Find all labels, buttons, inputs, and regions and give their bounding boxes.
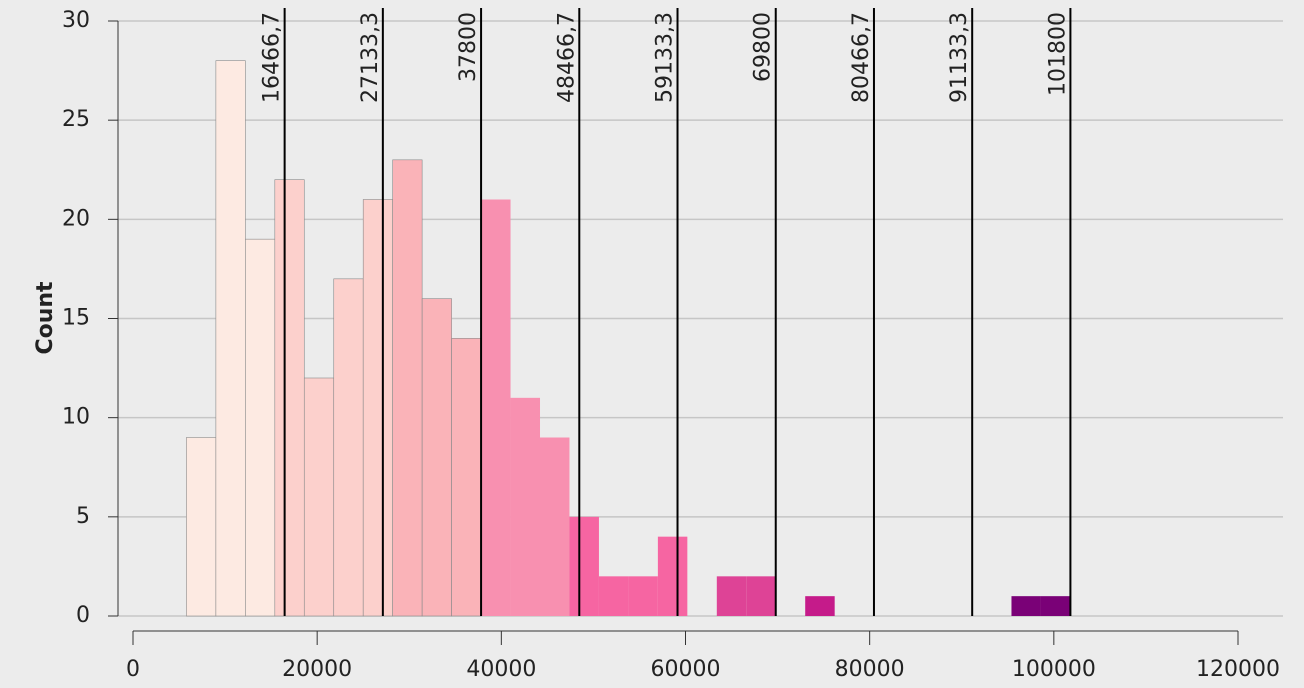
bar [1040, 596, 1071, 616]
bar [569, 516, 599, 616]
bar [333, 278, 364, 617]
bar [540, 437, 570, 616]
bar [245, 238, 276, 617]
bar [805, 596, 835, 616]
threshold-label: 48466,7 [554, 12, 579, 103]
y-tick-label: 20 [62, 206, 90, 231]
bar [274, 179, 305, 617]
threshold-label: 37800 [456, 12, 481, 82]
y-tick-label: 15 [62, 306, 90, 331]
x-tick-label: 0 [126, 657, 140, 682]
bar [716, 576, 747, 616]
y-axis-label: Count [33, 281, 58, 355]
bar [1011, 596, 1041, 616]
x-tick-label: 40000 [466, 657, 536, 682]
y-tick-label: 25 [62, 107, 90, 132]
bar [628, 576, 658, 616]
threshold-label: 101800 [1045, 12, 1070, 96]
threshold-label: 59133,3 [653, 12, 678, 103]
threshold-label: 80466,7 [849, 12, 874, 103]
bar [451, 338, 482, 617]
threshold-label: 91133,3 [947, 12, 972, 103]
y-tick-label: 10 [62, 405, 90, 430]
y-tick-label: 0 [76, 603, 90, 628]
x-tick-label: 20000 [282, 657, 352, 682]
threshold-label: 27133,3 [358, 12, 383, 103]
bar [510, 397, 541, 616]
x-tick-label: 60000 [651, 657, 721, 682]
y-tick-label: 30 [62, 8, 90, 33]
bar [215, 60, 246, 617]
bar [186, 437, 217, 617]
threshold-label: 16466,7 [260, 12, 285, 103]
bar [303, 377, 335, 617]
bar [598, 576, 629, 616]
y-tick-label: 5 [76, 504, 90, 529]
x-tick-label: 100000 [1012, 657, 1096, 682]
bar [362, 199, 393, 617]
threshold-label: 69800 [751, 12, 776, 82]
bar [392, 159, 423, 617]
bar [421, 298, 452, 617]
bar [657, 536, 688, 616]
bar [746, 576, 776, 616]
x-tick-label: 80000 [835, 657, 905, 682]
x-tick-label: 120000 [1196, 657, 1280, 682]
bar [481, 199, 511, 616]
